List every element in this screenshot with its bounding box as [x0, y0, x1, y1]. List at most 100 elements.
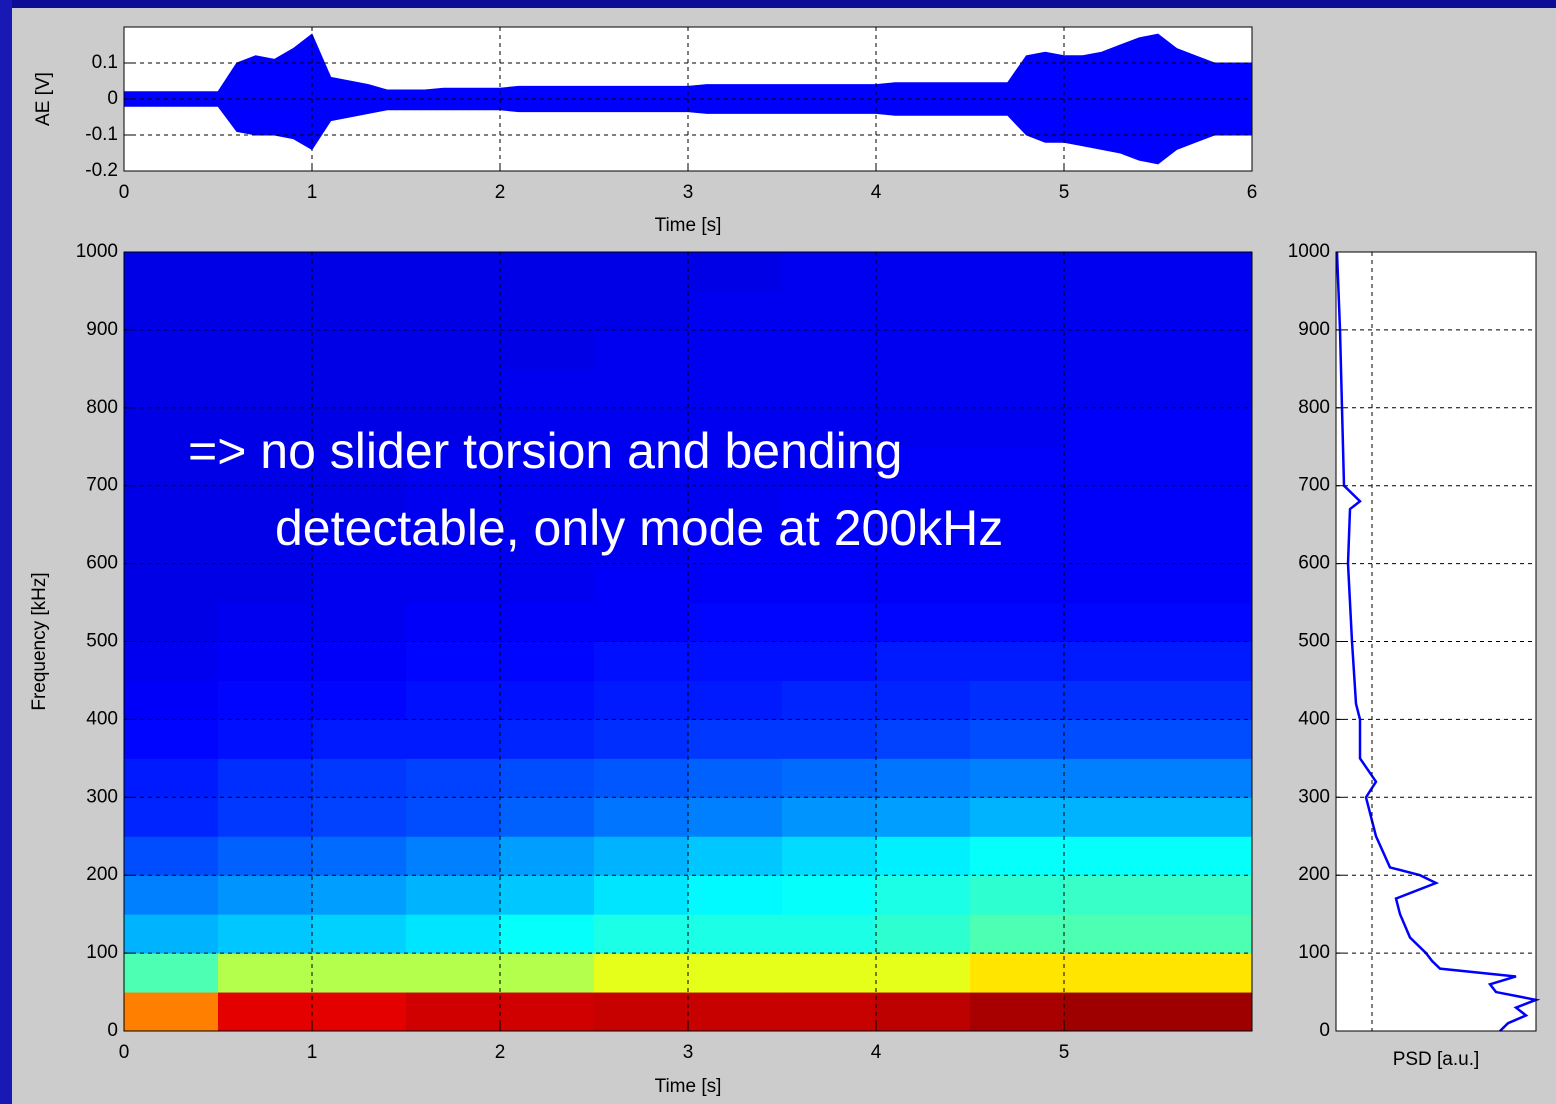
spectrogram-cell	[1064, 368, 1159, 409]
spectrogram-cell	[218, 446, 313, 487]
spectrogram-cell	[406, 329, 501, 370]
spectrogram-cell	[124, 252, 219, 292]
y-tick-label: 1000	[1288, 241, 1330, 262]
spectrogram-cell	[312, 524, 407, 565]
spectrogram-cell	[1064, 875, 1159, 915]
spectrogram-cell	[124, 446, 219, 487]
spectrogram-cell	[218, 992, 313, 1032]
spectrogram-cell	[876, 797, 971, 837]
spectrogram-cell	[1064, 680, 1159, 720]
spectrogram-cell	[124, 797, 219, 837]
y-tick-label: 100	[1298, 942, 1330, 963]
spectrogram-cell	[594, 758, 689, 798]
spectrogram-cell	[970, 329, 1065, 370]
spectrogram-cell	[124, 758, 219, 798]
spectrogram-cell	[218, 836, 313, 876]
spectrogram-cell	[406, 252, 501, 292]
slide-left-band	[0, 0, 12, 1104]
spectrogram-cell	[876, 407, 971, 448]
spectrogram-cell	[970, 641, 1065, 681]
spectrogram-cell	[312, 680, 407, 720]
spectrogram-cell	[124, 329, 219, 370]
spectrogram-cell	[688, 875, 783, 915]
spectrogram-cell	[970, 680, 1065, 720]
spectrogram-cell	[1064, 602, 1159, 642]
spectrogram-cell	[876, 953, 971, 993]
spectrogram-cell	[782, 602, 877, 642]
spectrogram-cell	[500, 992, 595, 1032]
spectrogram-cell	[218, 329, 313, 370]
spectrogram-cell	[1064, 758, 1159, 798]
y-tick-label: 300	[86, 786, 118, 807]
spectrogram-cell	[218, 875, 313, 915]
spectrogram-cell	[1158, 641, 1253, 681]
spectrogram-cell	[1064, 524, 1159, 565]
spectrogram-cell	[1158, 680, 1253, 720]
spectrogram-cell	[970, 602, 1065, 642]
spectrogram-cell	[406, 290, 501, 331]
spectrogram-cell	[124, 485, 219, 526]
spectrogram-cell	[876, 290, 971, 331]
spectrogram-cell	[500, 602, 595, 642]
spectrogram-cell	[406, 836, 501, 876]
y-tick-label: 100	[86, 942, 118, 963]
spectrogram-cell	[500, 524, 595, 565]
spectrogram-cell	[594, 797, 689, 837]
spectrogram-cell	[1158, 992, 1253, 1032]
y-tick-label: 800	[1298, 397, 1330, 418]
spectrogram-cell	[594, 953, 689, 993]
spectrogram-cell	[218, 641, 313, 681]
spectrogram-cell	[312, 953, 407, 993]
spectrogram-cell	[594, 719, 689, 759]
spectrogram-cell	[500, 719, 595, 759]
spectrogram-cell	[1158, 953, 1253, 993]
y-tick-label: 200	[86, 864, 118, 885]
spectrogram-cell	[500, 758, 595, 798]
spectrogram-cell	[312, 641, 407, 681]
spectrogram-cell	[312, 719, 407, 759]
spectrogram-cell	[970, 524, 1065, 565]
spectrogram-cell	[688, 641, 783, 681]
x-tick-label: 0	[119, 182, 130, 203]
spectrogram-cell	[406, 602, 501, 642]
spectrogram-cell	[688, 446, 783, 487]
spectrogram-cell	[970, 485, 1065, 526]
spectrogram-cell	[876, 485, 971, 526]
spectrogram-cell	[688, 836, 783, 876]
spectrogram-cell	[312, 485, 407, 526]
spectrogram-cell	[970, 914, 1065, 954]
spectrogram-cell	[688, 680, 783, 720]
spectrogram-cell	[970, 407, 1065, 448]
x-tick-label: 4	[871, 1042, 882, 1063]
spectrogram-cell	[1158, 797, 1253, 837]
spectrogram-cell	[1064, 252, 1159, 292]
x-axis-label: PSD [a.u.]	[1393, 1049, 1480, 1070]
spectrogram-cell	[406, 797, 501, 837]
spectrogram-cell	[970, 758, 1065, 798]
spectrogram-cell	[1158, 758, 1253, 798]
y-axis-label: Frequency [kHz]	[29, 572, 50, 710]
spectrogram-cell	[406, 524, 501, 565]
spectrogram-cell	[406, 758, 501, 798]
spectrogram-cell	[500, 446, 595, 487]
annotation: => no slider torsion and bending	[188, 423, 902, 479]
spectrogram-cell	[500, 252, 595, 292]
x-tick-label: 5	[1059, 1042, 1070, 1063]
waveform-envelope	[123, 98, 1253, 165]
spectrogram-cell	[782, 329, 877, 370]
spectrogram-cell	[876, 252, 971, 292]
spectrogram-cell	[876, 524, 971, 565]
spectrogram-cell	[1158, 875, 1253, 915]
spectrogram-cell	[312, 563, 407, 604]
y-tick-label: 900	[86, 319, 118, 340]
slide-top-band	[0, 0, 1556, 8]
y-tick-label: 300	[1298, 786, 1330, 807]
axes-box	[123, 26, 1253, 172]
spectrogram-cell	[688, 524, 783, 565]
spectrogram-cell	[970, 368, 1065, 409]
spectrogram-cell	[970, 719, 1065, 759]
spectrogram-cell	[970, 446, 1065, 487]
spectrogram-cell	[782, 407, 877, 448]
spectrogram-cell	[782, 563, 877, 604]
spectrogram-cell	[500, 407, 595, 448]
